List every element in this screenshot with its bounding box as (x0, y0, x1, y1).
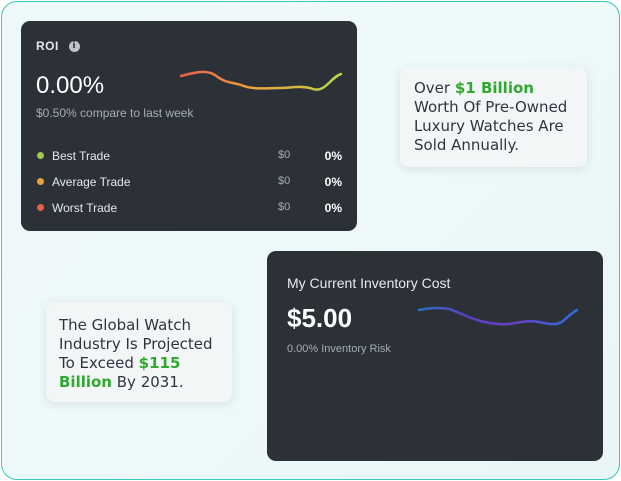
inventory-title: My Current Inventory Cost (287, 275, 451, 291)
roi-comparison: $0.50% compare to last week (36, 106, 194, 120)
trade-label: Average Trade (52, 175, 131, 189)
roi-title: ROI (36, 39, 59, 53)
average-trade-dot (37, 178, 44, 185)
trade-row-average: Average Trade $0 0% (36, 174, 342, 190)
inventory-sparkline-path (417, 306, 579, 326)
note-highlight: $115 Billion (59, 354, 181, 391)
inventory-risk: 0.00% Inventory Risk (287, 343, 391, 355)
inventory-value: $5.00 (287, 303, 353, 333)
roi-card: ROI i 0.00% $0.50% compare to last week … (21, 21, 357, 231)
luxury-watch-note: Over $1 Billion Worth Of Pre-Owned Luxur… (400, 67, 587, 167)
inventory-sparkline (417, 306, 579, 326)
roi-value: 0.00% (36, 72, 105, 99)
trade-amount: $0 (278, 201, 291, 213)
worst-trade-dot (37, 204, 44, 211)
watch-industry-note: The Global Watch Industry Is Projected T… (46, 302, 232, 402)
trade-label: Worst Trade (52, 201, 118, 215)
note-text: The Global Watch Industry Is Projected T… (59, 316, 213, 372)
inventory-card: My Current Inventory Cost $5.00 0.00% In… (267, 251, 603, 461)
note-highlight: $1 Billion (454, 79, 534, 97)
note-text: Worth Of Pre-Owned Luxury Watches Are So… (414, 98, 568, 154)
trade-row-worst: Worst Trade $0 0% (36, 200, 342, 216)
note-text: Over (414, 79, 455, 97)
info-icon[interactable]: i (68, 40, 80, 52)
trade-amount: $0 (278, 149, 291, 161)
roi-sparkline (179, 70, 343, 91)
trade-amount: $0 (278, 175, 291, 187)
roi-sparkline-path (179, 70, 343, 91)
trade-percent: 0% (324, 201, 342, 215)
note-text: By 2031. (111, 373, 184, 391)
roi-header: ROI i (36, 39, 80, 53)
best-trade-dot (37, 152, 44, 159)
trade-row-best: Best Trade $0 0% (36, 148, 342, 164)
trade-percent: 0% (324, 149, 342, 163)
trade-percent: 0% (324, 175, 342, 189)
trade-label: Best Trade (52, 149, 111, 163)
